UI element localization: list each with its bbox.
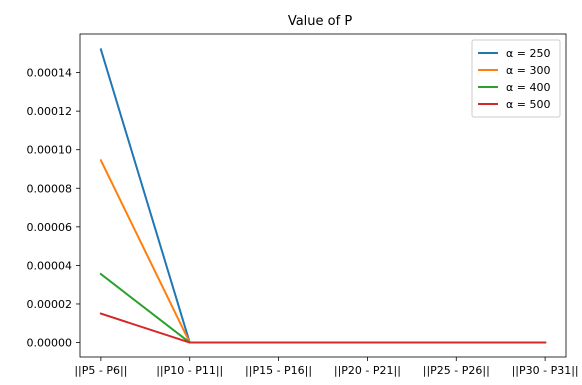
x-tick-label: ||P5 - P6|| (74, 364, 127, 377)
series-line-4 (99, 312, 547, 344)
y-tick-label: 0.00012 (27, 105, 73, 118)
series-line-3 (99, 272, 547, 344)
x-tick-label: ||P15 - P16|| (245, 364, 312, 377)
y-tick-label: 0.00002 (27, 298, 73, 311)
x-tick-label: ||P25 - P26|| (423, 364, 490, 377)
y-tick-label: 0.00004 (27, 259, 73, 272)
y-tick-label: 0.00000 (27, 337, 73, 350)
axes-frame (79, 33, 567, 358)
legend-label-2: α = 300 (506, 64, 550, 77)
x-tick-label: ||P30 - P31|| (512, 364, 579, 377)
y-tick-label: 0.00010 (27, 144, 73, 157)
legend: α = 250 α = 300 α = 400 α = 500 (471, 39, 561, 118)
legend-label-4: α = 500 (506, 98, 550, 111)
axes: 0.00000 0.00002 0.00004 0.00006 0.00008 0.000… (27, 33, 579, 377)
legend-label-1: α = 250 (506, 47, 550, 60)
y-tick-label: 0.00006 (27, 221, 73, 234)
chart-title: Value of P (288, 14, 352, 29)
y-tick-label: 0.00008 (27, 182, 73, 195)
plot-area (99, 48, 547, 344)
legend-label-3: α = 400 (506, 81, 550, 94)
x-tick-label: ||P20 - P21|| (334, 364, 401, 377)
series-line-2 (99, 158, 547, 344)
y-tick-label: 0.00014 (27, 67, 73, 80)
x-tick-label: ||P10 - P11|| (156, 364, 223, 377)
legend-box (471, 39, 561, 118)
